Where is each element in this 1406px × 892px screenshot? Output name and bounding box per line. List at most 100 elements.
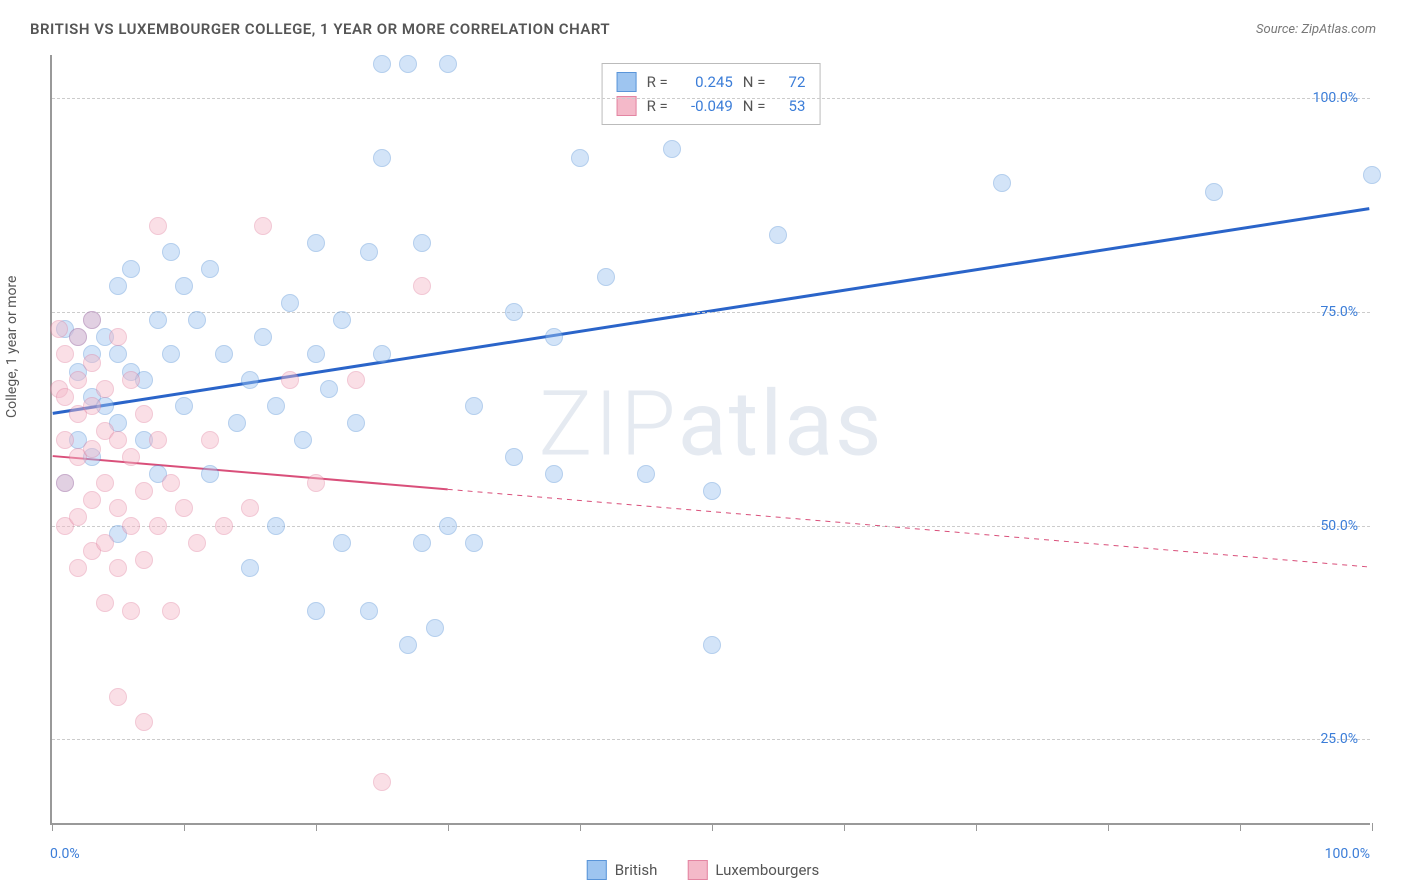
scatter-point [241, 559, 259, 577]
scatter-point [69, 371, 87, 389]
scatter-point [56, 431, 74, 449]
scatter-point [254, 328, 272, 346]
scatter-point [135, 482, 153, 500]
series-legend-item: British [587, 860, 658, 880]
scatter-point [254, 217, 272, 235]
source-name: ZipAtlas.com [1301, 22, 1376, 37]
scatter-point [399, 636, 417, 654]
y-axis-label: College, 1 year or more [4, 276, 20, 418]
x-tick [976, 823, 977, 831]
scatter-point [149, 217, 167, 235]
scatter-point [175, 397, 193, 415]
scatter-point [83, 491, 101, 509]
scatter-point [162, 243, 180, 261]
x-tick [580, 823, 581, 831]
trend-lines-layer [52, 55, 1370, 823]
scatter-point [83, 354, 101, 372]
scatter-point [241, 499, 259, 517]
x-tick [844, 823, 845, 831]
scatter-point [215, 517, 233, 535]
chart-title: BRITISH VS LUXEMBOURGER COLLEGE, 1 YEAR … [30, 20, 610, 38]
scatter-point [439, 55, 457, 73]
x-axis-min-label: 0.0% [50, 846, 80, 862]
scatter-point [360, 602, 378, 620]
scatter-point [307, 234, 325, 252]
legend-swatch [617, 72, 637, 92]
y-tick-label: 50.0% [1320, 518, 1358, 534]
x-tick [1240, 823, 1241, 831]
legend-n-value: 72 [775, 73, 805, 91]
scatter-point [1363, 166, 1381, 184]
scatter-point [96, 594, 114, 612]
scatter-point [109, 431, 127, 449]
scatter-point [109, 559, 127, 577]
x-tick [316, 823, 317, 831]
source-attribution: Source: ZipAtlas.com [1256, 22, 1376, 37]
scatter-point [188, 534, 206, 552]
scatter-point [373, 773, 391, 791]
y-tick-label: 25.0% [1320, 731, 1358, 747]
scatter-point [201, 465, 219, 483]
scatter-point [703, 636, 721, 654]
scatter-point [201, 260, 219, 278]
scatter-point [122, 602, 140, 620]
chart-header: BRITISH VS LUXEMBOURGER COLLEGE, 1 YEAR … [30, 20, 1376, 38]
legend-swatch [687, 860, 707, 880]
correlation-legend: R =0.245N =72R =-0.049N =53 [602, 63, 821, 125]
x-tick [1372, 823, 1373, 831]
x-tick [448, 823, 449, 831]
scatter-point [175, 277, 193, 295]
scatter-point [83, 311, 101, 329]
scatter-point [360, 243, 378, 261]
scatter-point [333, 311, 351, 329]
scatter-point [241, 371, 259, 389]
legend-n-value: 53 [775, 97, 805, 115]
scatter-point [545, 328, 563, 346]
scatter-point [135, 713, 153, 731]
grid-line [52, 312, 1370, 313]
scatter-point [122, 448, 140, 466]
scatter-point [69, 559, 87, 577]
watermark-text: ZIPatlas [539, 371, 884, 476]
scatter-point [571, 149, 589, 167]
scatter-point [281, 294, 299, 312]
legend-swatch [587, 860, 607, 880]
scatter-point [373, 55, 391, 73]
scatter-point [399, 55, 417, 73]
scatter-point [96, 534, 114, 552]
scatter-point [149, 517, 167, 535]
scatter-point [703, 482, 721, 500]
scatter-point [769, 226, 787, 244]
x-tick [184, 823, 185, 831]
chart-plot-area: ZIPatlas R =0.245N =72R =-0.049N =53 25.… [50, 55, 1370, 825]
scatter-point [465, 397, 483, 415]
scatter-point [307, 602, 325, 620]
scatter-point [175, 499, 193, 517]
scatter-point [149, 431, 167, 449]
legend-row: R =0.245N =72 [617, 70, 806, 94]
scatter-point [135, 405, 153, 423]
scatter-point [426, 619, 444, 637]
scatter-point [505, 448, 523, 466]
scatter-point [307, 474, 325, 492]
scatter-point [83, 440, 101, 458]
scatter-point [281, 371, 299, 389]
legend-r-label: R = [647, 97, 668, 115]
scatter-point [267, 397, 285, 415]
series-legend-item: Luxembourgers [687, 860, 819, 880]
x-tick [52, 823, 53, 831]
scatter-point [188, 311, 206, 329]
scatter-point [201, 431, 219, 449]
scatter-point [149, 311, 167, 329]
scatter-point [122, 260, 140, 278]
source-label: Source: [1256, 22, 1301, 37]
legend-r-label: R = [647, 73, 668, 91]
scatter-point [69, 328, 87, 346]
scatter-point [294, 431, 312, 449]
scatter-point [109, 688, 127, 706]
series-legend: British Luxembourgers [587, 860, 819, 880]
grid-line [52, 98, 1370, 99]
scatter-point [413, 277, 431, 295]
scatter-point [83, 397, 101, 415]
scatter-point [162, 345, 180, 363]
